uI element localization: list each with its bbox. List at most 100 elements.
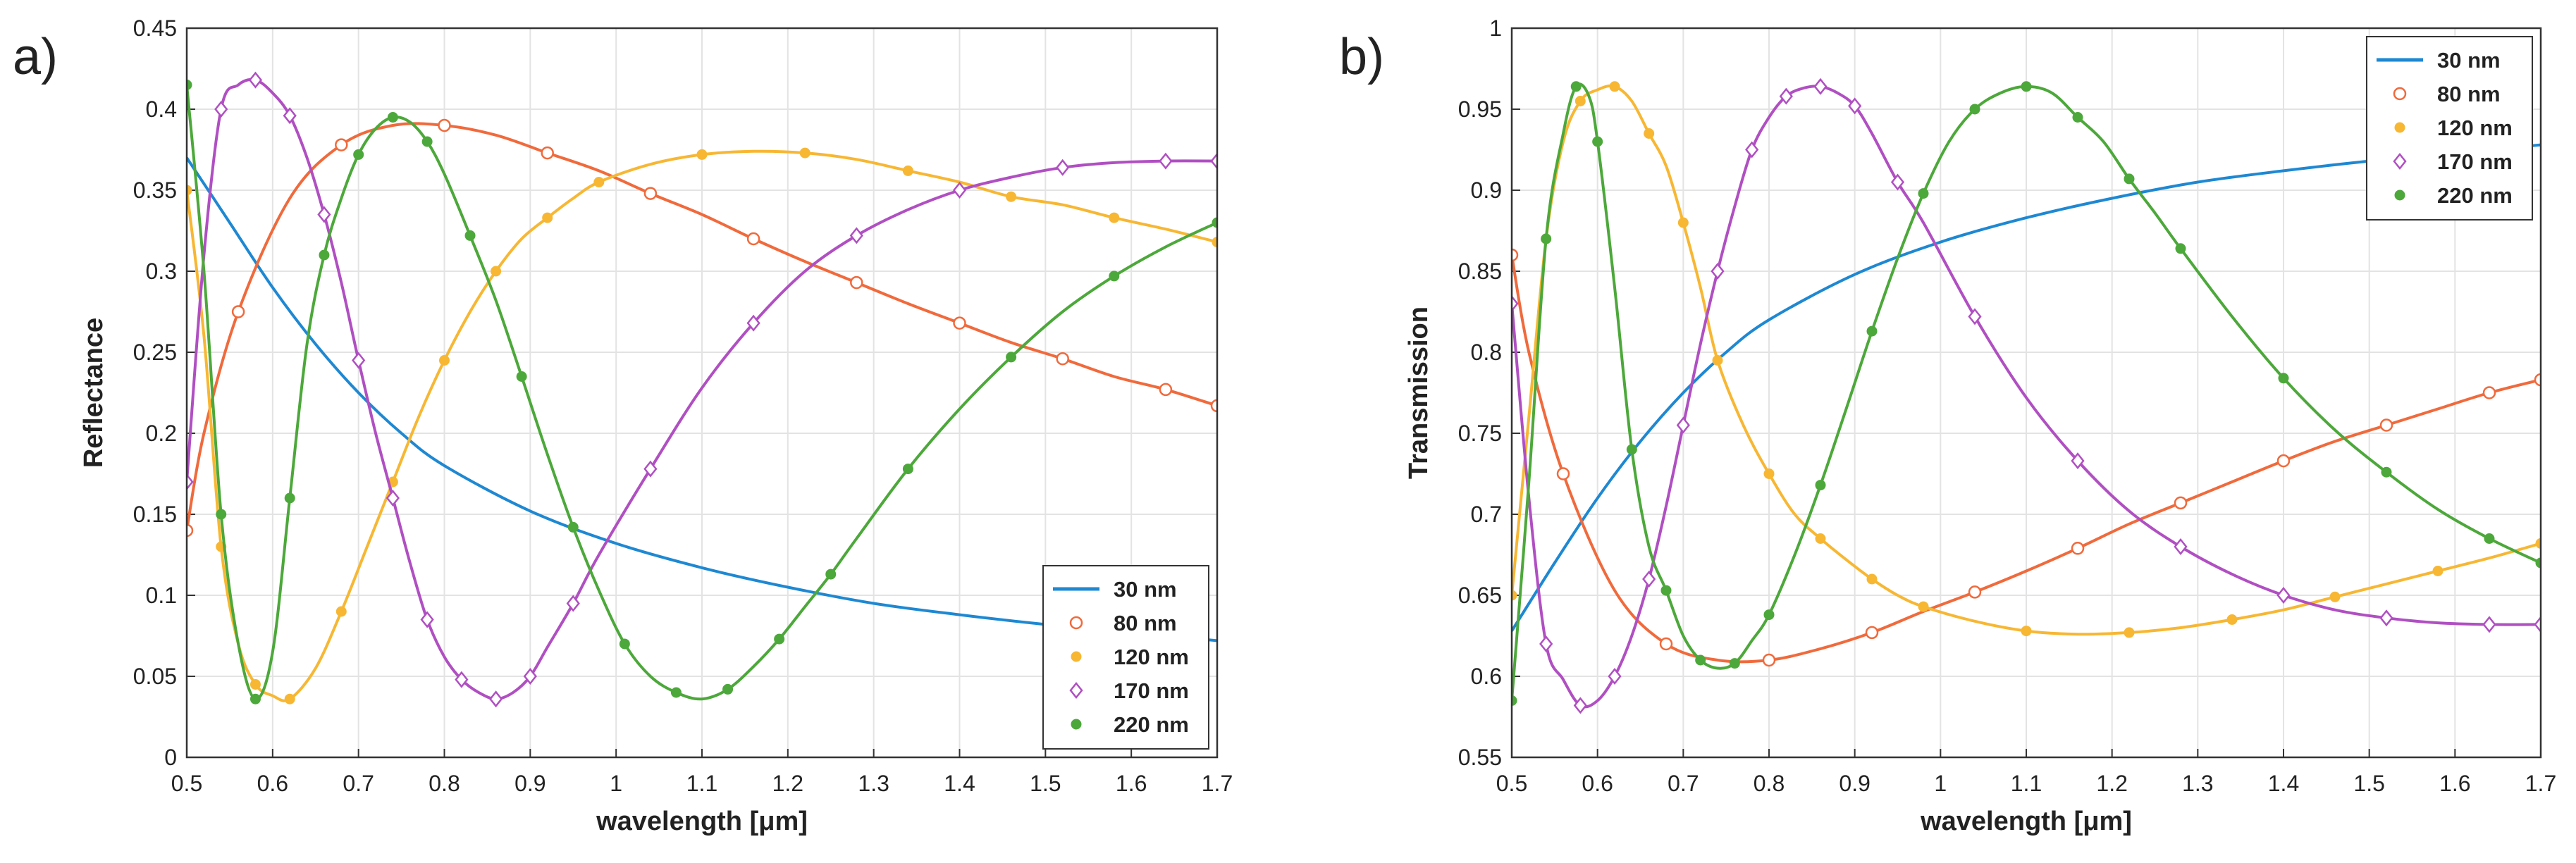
data-point-220-nm [902, 464, 913, 475]
x-tick-label: 0.5 [1496, 771, 1527, 796]
data-point-170-nm [746, 314, 760, 332]
data-point-170-nm [1573, 697, 1587, 714]
x-tick-label: 0.8 [429, 771, 460, 796]
legend-item-30-nm: 30 nm [1053, 577, 1177, 602]
data-point-80-nm [1056, 352, 1069, 366]
data-point-120-nm [2124, 627, 2135, 638]
x-tick-label: 0.9 [514, 771, 546, 796]
y-tick-label: 0.7 [1471, 502, 1502, 527]
y-tick-label: 0.55 [1458, 745, 1502, 770]
panel-label-b: b) [1339, 29, 1384, 85]
data-point-220-nm [2381, 466, 2392, 478]
data-point-120-nm [593, 177, 605, 187]
data-point-170-nm [214, 100, 228, 118]
x-tick-label: 0.5 [171, 771, 202, 796]
y-tick-label: 0.25 [133, 340, 177, 365]
data-point-80-nm [541, 146, 554, 160]
legend-item-170-nm: 170 nm [2393, 149, 2513, 174]
data-point-120-nm [1712, 355, 1723, 366]
data-point-170-nm [248, 71, 263, 89]
legend-item-30-nm: 30 nm [2377, 48, 2501, 73]
series-line-220-nm [187, 85, 1217, 701]
data-point-220-nm [387, 112, 398, 123]
x-tick-label: 1.1 [2011, 771, 2042, 796]
data-point-120-nm [2535, 538, 2541, 549]
data-point-220-nm [2535, 557, 2541, 569]
data-point-120-nm [491, 266, 502, 277]
legend: 30 nm 80 nm 120 nm 170 nm 220 nm [2366, 36, 2533, 221]
x-tick-label: 1 [610, 771, 622, 796]
x-tick-label: 0.7 [1668, 771, 1699, 796]
legend-marker-120-nm [1071, 651, 1082, 662]
data-point-220-nm [619, 638, 630, 650]
data-point-220-nm [1729, 658, 1740, 669]
data-point-120-nm [1866, 573, 1878, 585]
data-point-220-nm [1918, 188, 1929, 199]
data-point-120-nm [1763, 468, 1775, 479]
data-point-170-nm [2482, 616, 2496, 633]
y-tick-label: 0.9 [1471, 178, 1502, 203]
data-point-120-nm [1006, 191, 1017, 202]
data-point-170-nm [2276, 586, 2291, 604]
data-point-120-nm [1677, 217, 1689, 228]
legend-box [2366, 36, 2533, 221]
data-point-170-nm [1848, 97, 1862, 115]
data-point-120-nm [902, 165, 913, 176]
data-point-220-nm [249, 693, 261, 704]
data-point-80-nm [2174, 496, 2188, 510]
data-point-80-nm [1512, 248, 1519, 262]
data-point-80-nm [1659, 637, 1673, 651]
data-point-170-nm [488, 690, 503, 708]
legend-box [1042, 565, 1209, 750]
y-tick-label: 0.6 [1471, 664, 1502, 689]
data-point-170-nm [455, 671, 469, 688]
series-markers-120-nm [187, 147, 1217, 704]
legend-label-170-nm: 170 nm [1114, 678, 1189, 703]
y-tick-label: 0.45 [133, 15, 177, 41]
legend-marker-220-nm [1071, 719, 1082, 730]
legend-marker-170-nm [2393, 152, 2407, 170]
series-markers-170-nm [1512, 77, 2541, 714]
data-point-170-nm [1745, 141, 1759, 159]
data-point-80-nm [850, 275, 863, 290]
data-point-80-nm [187, 523, 194, 538]
data-point-80-nm [1210, 399, 1217, 413]
data-point-120-nm [439, 355, 450, 366]
data-point-220-nm [1626, 444, 1637, 455]
data-point-80-nm [746, 232, 760, 246]
y-tick-label: 0.75 [1458, 421, 1502, 446]
data-point-120-nm [2226, 614, 2238, 625]
data-point-220-nm [421, 136, 433, 147]
data-point-80-nm [1556, 467, 1570, 480]
data-point-120-nm [1212, 237, 1217, 248]
data-point-120-nm [249, 679, 261, 690]
x-tick-label: 1.3 [858, 771, 889, 796]
data-point-170-nm [1676, 416, 1690, 434]
data-point-80-nm [335, 138, 348, 151]
data-point-120-nm [187, 185, 192, 196]
data-point-220-nm [1695, 654, 1706, 666]
data-point-220-nm [464, 230, 476, 241]
data-point-120-nm [799, 147, 811, 159]
data-point-80-nm [1968, 585, 1982, 599]
series-line-170-nm [187, 77, 1217, 701]
data-point-220-nm [216, 509, 227, 520]
data-point-220-nm [825, 569, 837, 580]
y-axis-label: Transmission [1404, 306, 1434, 479]
data-point-80-nm [1159, 383, 1173, 397]
legend-item-170-nm: 170 nm [1069, 678, 1189, 703]
legend-label-30-nm: 30 nm [1114, 577, 1177, 602]
data-point-80-nm [2482, 386, 2496, 399]
legend-label-120-nm: 120 nm [1114, 645, 1189, 669]
data-point-170-nm [2071, 452, 2085, 470]
x-tick-label: 1.4 [944, 771, 975, 796]
y-tick-label: 0.15 [133, 502, 177, 527]
y-tick-label: 1 [1489, 15, 1502, 41]
x-tick-label: 1.6 [1116, 771, 1147, 796]
y-tick-label: 0.3 [146, 259, 177, 284]
data-point-120-nm [335, 606, 347, 617]
legend-marker-80-nm [2393, 87, 2407, 101]
legend-item-120-nm: 120 nm [1071, 645, 1189, 669]
data-point-170-nm [566, 595, 580, 612]
legend-marker-80-nm [1069, 616, 1083, 630]
